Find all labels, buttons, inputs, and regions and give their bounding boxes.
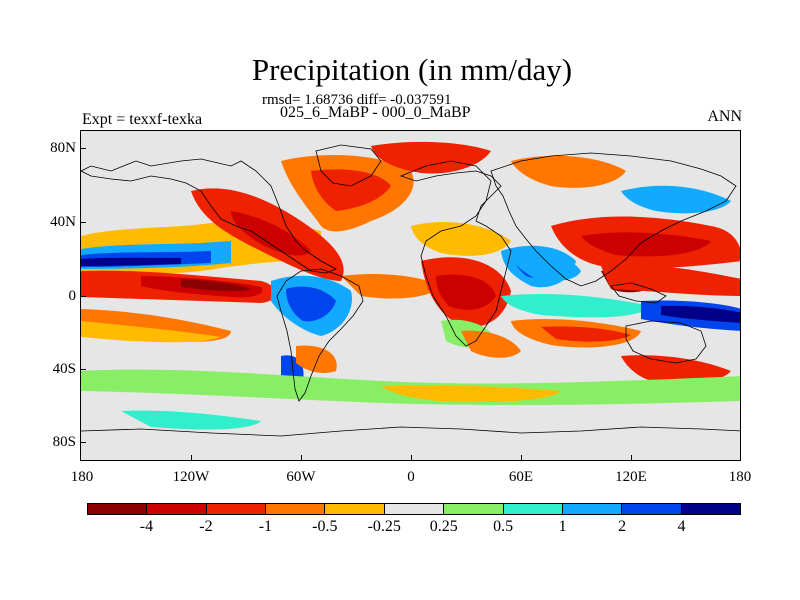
lon-tick-120w (191, 455, 192, 461)
colorbar-cell (88, 504, 148, 514)
periods-line: 025_6_MaBP - 000_0_MaBP (280, 104, 471, 121)
dry-band-australia (621, 355, 731, 384)
lat-label-0: 0 (68, 288, 77, 304)
lon-label-60w: 60W (286, 469, 316, 485)
lon-tick-60w (301, 455, 302, 461)
lat-label-40s: 40S (52, 361, 76, 377)
precipitation-map (80, 130, 741, 461)
colorbar-label: 0.5 (493, 518, 514, 535)
colorbar-cell (384, 504, 445, 514)
wet-band-w-pacific-north (621, 185, 731, 214)
wet-band-s-pacific-west-deep (661, 305, 740, 323)
lon-tick-0 (411, 455, 412, 461)
coastlines (81, 144, 740, 437)
lon-label-120e: 120E (615, 469, 647, 485)
colorbar-label: 1 (558, 518, 567, 535)
dry-region-africa-s (461, 330, 521, 358)
colorbar-label: 0.25 (429, 518, 458, 535)
coastline-antarctica (81, 426, 740, 437)
lat-tick-40n (80, 222, 86, 223)
wet-band-far-south (121, 410, 261, 430)
lon-label-180w: 180 (70, 469, 94, 485)
season-label: ANN (707, 108, 742, 125)
coastline-australia (625, 320, 707, 364)
coastline-maritime (610, 282, 667, 304)
lon-label-180e: 180 (728, 469, 752, 485)
dry-core-s-indian (541, 326, 631, 342)
colorbar-cell (147, 504, 207, 514)
coastline-south-america (276, 268, 364, 402)
lon-label-0: 0 (407, 469, 415, 485)
colorbar-cell (444, 504, 504, 514)
lat-label-80n: 80N (50, 140, 76, 156)
colorbar-label: -4 (139, 518, 154, 535)
lon-label-120w: 120W (172, 469, 210, 485)
lat-tick-80n (80, 148, 86, 149)
colorbar-label: 4 (677, 518, 686, 535)
colorbar-cell (681, 504, 740, 514)
colorbar-cell (503, 504, 563, 514)
colorbar-cell (206, 504, 267, 514)
colorbar-label: 2 (618, 518, 627, 535)
dry-band-eq-atlantic (341, 274, 441, 299)
dry-band-s-pacific-2 (81, 321, 221, 343)
coastline-europe-africa (399, 160, 512, 347)
dry-band-n-africa (411, 221, 511, 256)
colorbar-cell (266, 504, 326, 514)
colorbar (87, 503, 741, 515)
dry-band-w-pacific-eq (601, 264, 740, 296)
colorbar-label: -0.5 (312, 518, 338, 535)
coastline-asia (490, 152, 737, 287)
lat-tick-80s (80, 442, 86, 443)
dry-core-asia (581, 232, 711, 257)
plot-title: Precipitation (in mm/day) (251, 52, 573, 87)
dry-band-southern-ocean (381, 384, 561, 402)
dry-core-n-atlantic (311, 169, 391, 211)
colorbar-label: -2 (199, 518, 213, 535)
lat-tick-40s (80, 369, 86, 370)
coastline-north-america (81, 158, 337, 274)
coastline-greenland (315, 144, 382, 187)
colorbar-label: -1 (258, 518, 273, 535)
colorbar-cell (562, 504, 623, 514)
wet-region-maritime (511, 253, 581, 281)
map-field (81, 131, 740, 460)
lon-label-60e: 60E (508, 469, 534, 485)
colorbar-label: -0.25 (367, 518, 401, 535)
dry-deep-eq-pacific (181, 279, 251, 292)
lat-tick-0 (80, 296, 86, 297)
dry-band-north-asia (511, 155, 626, 188)
colorbar-cell (622, 504, 682, 514)
dry-core-n-america (231, 211, 311, 256)
dry-band-arctic (371, 141, 491, 174)
stats-line: rmsd= 1.68736 diff= -0.037591 (262, 92, 452, 108)
lon-tick-120e (631, 455, 632, 461)
dry-core-africa (436, 274, 496, 310)
dry-region-s-america-south (296, 345, 337, 374)
lat-label-40n: 40N (50, 214, 76, 230)
lat-label-80s: 80S (52, 434, 76, 450)
colorbar-cell (325, 504, 385, 514)
experiment-label: Expt = texxf-texka (82, 111, 203, 128)
lon-tick-60e (521, 455, 522, 461)
wet-band-n-pacific-deep (81, 257, 181, 266)
wet-core-s-america (286, 286, 336, 322)
wet-band-eq-indian (501, 294, 651, 318)
